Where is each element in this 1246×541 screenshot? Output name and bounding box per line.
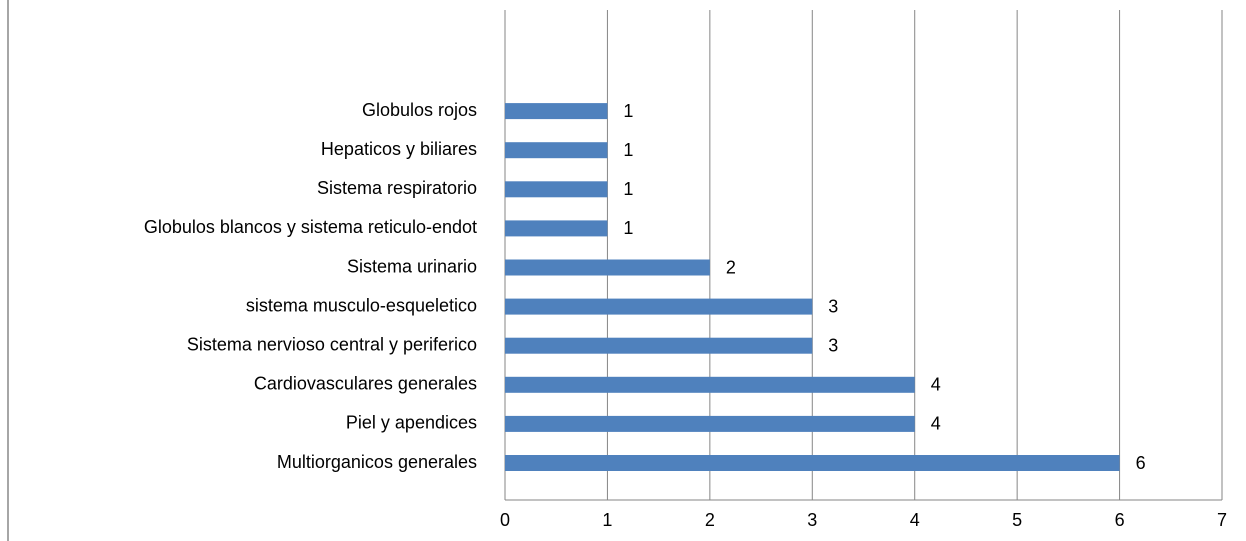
value-label: 1 bbox=[623, 101, 633, 121]
y-tick-label: Sistema nervioso central y periferico bbox=[187, 334, 477, 354]
bar bbox=[505, 220, 608, 237]
value-label: 3 bbox=[828, 335, 838, 355]
y-tick-label: sistema musculo-esqueletico bbox=[246, 295, 477, 315]
y-tick-label: Globulos rojos bbox=[362, 100, 477, 120]
value-label: 2 bbox=[726, 257, 736, 277]
value-label: 3 bbox=[828, 296, 838, 316]
value-label: 6 bbox=[1136, 453, 1146, 473]
x-tick-label: 7 bbox=[1217, 510, 1227, 530]
value-label: 1 bbox=[623, 218, 633, 238]
y-tick-label: Hepaticos y biliares bbox=[321, 139, 477, 159]
x-tick-label: 2 bbox=[705, 510, 715, 530]
bar bbox=[505, 337, 813, 354]
bar bbox=[505, 415, 915, 432]
y-tick-label: Sistema urinario bbox=[347, 256, 477, 276]
x-tick-label: 3 bbox=[807, 510, 817, 530]
bar bbox=[505, 181, 608, 198]
x-tick-label: 1 bbox=[602, 510, 612, 530]
value-label: 4 bbox=[931, 414, 941, 434]
bar bbox=[505, 103, 608, 120]
y-tick-label: Piel y apendices bbox=[346, 413, 477, 433]
value-label: 1 bbox=[623, 140, 633, 160]
bar bbox=[505, 376, 915, 393]
bar bbox=[505, 259, 710, 276]
x-tick-label: 5 bbox=[1012, 510, 1022, 530]
y-tick-label: Globulos blancos y sistema reticulo-endo… bbox=[144, 217, 477, 237]
bar bbox=[505, 298, 813, 315]
x-tick-label: 6 bbox=[1115, 510, 1125, 530]
bar bbox=[505, 455, 1120, 471]
y-tick-label: Multiorganicos generales bbox=[277, 452, 477, 472]
value-label: 1 bbox=[623, 179, 633, 199]
x-tick-label: 0 bbox=[500, 510, 510, 530]
bar bbox=[505, 142, 608, 159]
y-tick-label: Cardiovasculares generales bbox=[254, 374, 477, 394]
value-label: 4 bbox=[931, 375, 941, 395]
y-tick-label: Sistema respiratorio bbox=[317, 178, 477, 198]
x-tick-label: 4 bbox=[910, 510, 920, 530]
